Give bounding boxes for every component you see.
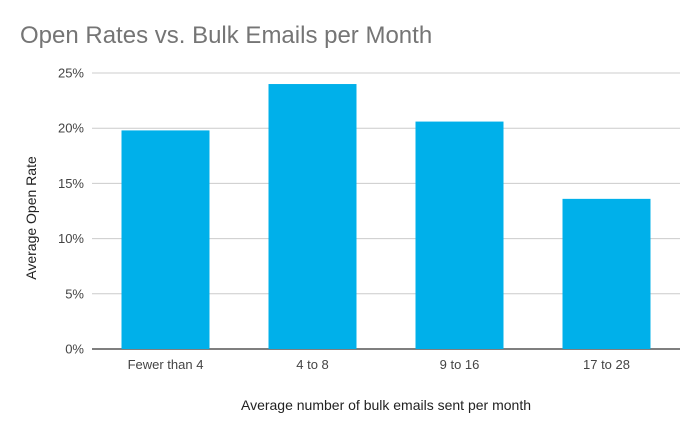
bar (121, 130, 210, 349)
y-axis-title: Average Open Rate (23, 156, 39, 280)
y-tick-label: 10% (58, 231, 84, 246)
x-tick-label: 4 to 8 (296, 357, 329, 372)
x-tick-label: 9 to 16 (440, 357, 480, 372)
x-tick-label: 17 to 28 (583, 357, 630, 372)
x-axis-title: Average number of bulk emails sent per m… (241, 397, 531, 413)
y-tick-label: 20% (58, 121, 84, 136)
y-tick-label: 0% (65, 342, 84, 357)
y-tick-label: 25% (58, 66, 84, 81)
x-tick-label: Fewer than 4 (128, 357, 204, 372)
y-tick-label: 5% (65, 286, 84, 301)
chart-title: Open Rates vs. Bulk Emails per Month (20, 22, 433, 49)
bar (268, 84, 357, 349)
bar (415, 121, 504, 350)
y-tick-label: 15% (58, 176, 84, 191)
bar (562, 198, 651, 349)
